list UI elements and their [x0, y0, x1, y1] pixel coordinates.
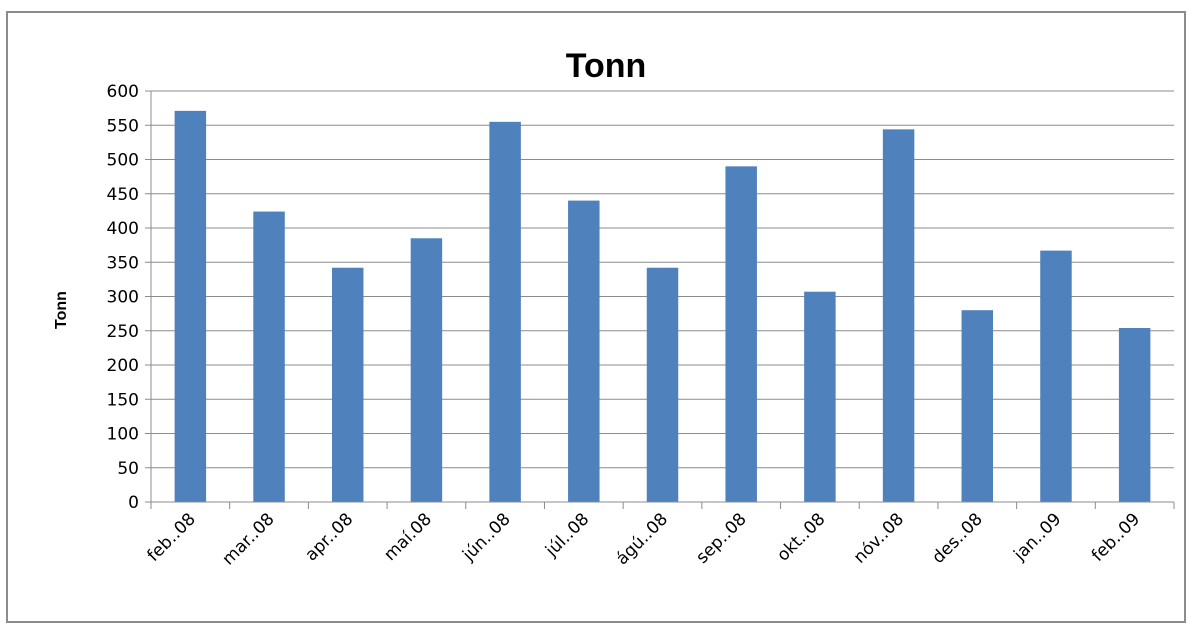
- y-tick-label: 550: [107, 116, 139, 136]
- y-tick-label: 400: [107, 219, 139, 239]
- y-tick-labels: 0 50 100 150 200 250 300 350 400 450 500 550 600: [107, 82, 139, 513]
- bar: [804, 291, 836, 502]
- chart-title: Tonn: [566, 47, 647, 85]
- y-axis-label: Tonn: [53, 291, 70, 329]
- x-tick-label: jan..09: [1009, 509, 1065, 565]
- bar: [882, 129, 915, 503]
- y-tick-label: 350: [107, 253, 139, 273]
- bar: [725, 166, 757, 502]
- y-tick-label: 600: [107, 82, 139, 102]
- x-tick-label: jún..08: [458, 509, 514, 565]
- y-tick-label: 500: [107, 151, 139, 171]
- x-tick-label: sep..08: [692, 509, 750, 567]
- bar: [646, 267, 679, 502]
- y-tick-label: 200: [107, 356, 139, 376]
- x-tick-label: mar..08: [219, 509, 279, 569]
- x-tick-label: nóv..08: [850, 509, 908, 567]
- y-tick-label: 250: [107, 322, 139, 342]
- x-tick-label: feb..08: [144, 509, 200, 565]
- x-tick-label: júl..08: [541, 509, 593, 561]
- bars: [174, 110, 1151, 503]
- chart-frame: Tonn Tonn 0 50 100 150 200 250 300 350 400 450 500…: [6, 11, 1186, 623]
- y-tick-label: 450: [107, 185, 139, 205]
- x-tick-label: des..08: [928, 509, 986, 567]
- bar: [1040, 250, 1072, 502]
- bar-chart: Tonn Tonn 0 50 100 150 200 250 300 350 400 450 500…: [53, 47, 1175, 569]
- bar: [410, 238, 443, 502]
- x-tick-label: okt..08: [773, 509, 829, 565]
- x-tick-label: feb..09: [1088, 509, 1144, 565]
- y-tick-label: 100: [107, 425, 139, 445]
- bar: [331, 267, 364, 502]
- y-tick-label: 300: [107, 288, 139, 308]
- x-tick-labels: feb..08 mar..08 apr..08 maí.08 jún..08 júl..0…: [144, 509, 1145, 569]
- y-tick-label: 0: [128, 493, 139, 513]
- y-tick-label: 150: [107, 390, 139, 410]
- x-tick-label: ágú..08: [612, 509, 672, 569]
- bar: [961, 310, 994, 502]
- bar: [489, 121, 521, 502]
- bar: [174, 110, 207, 503]
- x-tick-label: apr..08: [301, 509, 357, 565]
- y-tick-label: 50: [117, 459, 139, 479]
- bar: [253, 211, 285, 502]
- axes: [150, 91, 1175, 509]
- bar: [568, 200, 600, 502]
- x-tick-label: maí.08: [380, 509, 436, 565]
- bar: [1118, 328, 1151, 502]
